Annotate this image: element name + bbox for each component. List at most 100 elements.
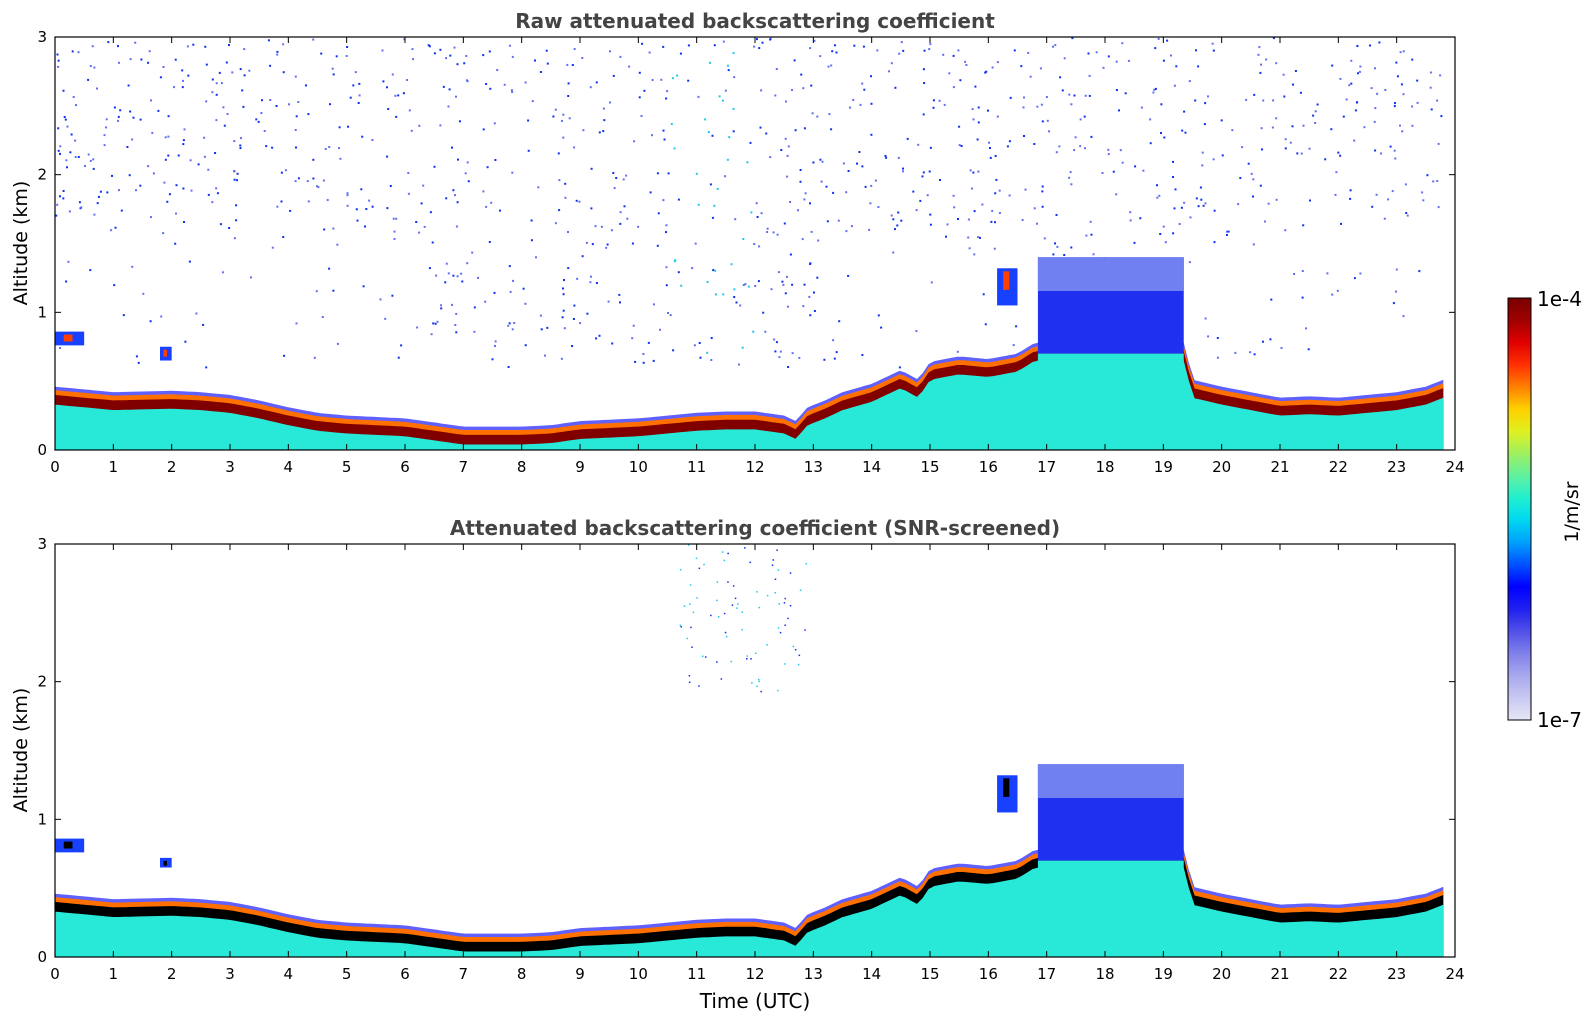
noise-pixel xyxy=(741,346,744,349)
x-tick-label: 15 xyxy=(920,965,939,983)
noise-pixel xyxy=(721,551,724,553)
noise-pixel xyxy=(774,350,777,353)
noise-pixel xyxy=(152,172,155,175)
noise-pixel xyxy=(1174,188,1177,191)
heatmap-area xyxy=(55,544,1444,957)
noise-pixel xyxy=(1411,124,1414,127)
snr-screened-panel: Attenuated backscattering coefficient (S… xyxy=(10,516,1465,1013)
noise-pixel xyxy=(1173,84,1176,87)
noise-pixel xyxy=(688,675,691,677)
noise-pixel xyxy=(766,231,769,233)
noise-pixel xyxy=(609,50,611,53)
noise-pixel xyxy=(728,136,731,139)
noise-pixel xyxy=(381,49,384,52)
noise-pixel xyxy=(129,58,132,61)
noise-pixel xyxy=(766,594,769,597)
noise-pixel xyxy=(897,211,900,214)
noise-pixel xyxy=(649,191,652,194)
noise-pixel xyxy=(686,637,689,640)
noise-pixel xyxy=(1152,91,1155,94)
noise-pixel xyxy=(522,287,525,290)
noise-pixel xyxy=(1253,93,1256,96)
noise-pixel xyxy=(1115,193,1118,196)
noise-pixel xyxy=(1178,223,1181,225)
noise-pixel xyxy=(985,70,988,73)
noise-pixel xyxy=(160,315,163,318)
noise-pixel xyxy=(1124,92,1127,95)
noise-pixel xyxy=(669,314,672,317)
noise-pixel xyxy=(456,275,459,278)
noise-pixel xyxy=(1040,103,1043,106)
noise-pixel xyxy=(1199,186,1202,189)
noise-pixel xyxy=(1112,170,1115,173)
noise-pixel xyxy=(1063,57,1066,60)
noise-pixel xyxy=(603,119,606,122)
noise-pixel xyxy=(1087,52,1090,55)
aerosol-layer-top xyxy=(1037,257,1184,291)
noise-pixel xyxy=(113,106,116,109)
noise-pixel xyxy=(612,172,615,174)
noise-pixel xyxy=(371,139,374,141)
noise-pixel xyxy=(394,94,397,97)
noise-pixel xyxy=(473,330,476,333)
noise-pixel xyxy=(972,118,975,121)
noise-pixel xyxy=(235,219,238,222)
noise-pixel xyxy=(150,216,152,219)
noise-pixel xyxy=(57,127,60,130)
noise-pixel xyxy=(202,323,205,326)
noise-pixel xyxy=(1437,206,1440,209)
raw-backscatter-panel: Raw attenuated backscattering coefficien… xyxy=(10,9,1465,476)
noise-pixel xyxy=(758,678,760,681)
noise-pixel xyxy=(1154,47,1157,50)
noise-pixel xyxy=(1055,214,1058,216)
noise-pixel xyxy=(78,201,81,204)
noise-pixel xyxy=(97,195,100,198)
noise-pixel xyxy=(1012,344,1015,347)
noise-pixel xyxy=(1395,61,1398,64)
noise-pixel xyxy=(902,167,904,170)
x-tick-label: 17 xyxy=(1037,965,1056,983)
noise-pixel xyxy=(135,355,138,358)
noise-pixel xyxy=(117,45,119,48)
noise-pixel xyxy=(395,115,398,118)
y-axis-label: Altitude (km) xyxy=(10,688,32,813)
noise-pixel xyxy=(989,156,992,159)
noise-pixel xyxy=(762,311,765,314)
noise-pixel xyxy=(75,104,77,107)
noise-pixel xyxy=(132,116,135,119)
noise-pixel xyxy=(105,118,108,121)
noise-pixel xyxy=(813,310,816,312)
noise-pixel xyxy=(1134,165,1137,168)
noise-pixel xyxy=(184,340,187,343)
noise-pixel xyxy=(1153,88,1156,91)
noise-pixel xyxy=(959,79,962,82)
y-axis: 0 1 2 3 xyxy=(37,535,1455,966)
noise-pixel xyxy=(1262,99,1265,102)
noise-pixel xyxy=(1402,315,1405,318)
noise-pixel xyxy=(1349,197,1352,200)
noise-pixel xyxy=(813,39,816,42)
noise-pixel xyxy=(1440,115,1443,118)
noise-pixel xyxy=(561,316,564,319)
noise-pixel xyxy=(651,79,654,81)
noise-pixel xyxy=(321,316,324,318)
noise-pixel xyxy=(777,271,780,274)
noise-pixel xyxy=(733,296,736,298)
noise-pixel xyxy=(786,175,789,178)
noise-pixel xyxy=(691,267,694,270)
noise-pixel xyxy=(307,200,310,203)
noise-pixel xyxy=(1162,225,1165,228)
aerosol-layer-top xyxy=(1037,764,1184,798)
noise-pixel xyxy=(691,646,693,648)
noise-pixel xyxy=(1127,59,1130,62)
noise-pixel xyxy=(276,50,279,53)
noise-pixel xyxy=(92,167,95,170)
noise-pixel xyxy=(1041,185,1044,188)
noise-pixel xyxy=(220,82,223,85)
x-tick-label: 7 xyxy=(459,458,469,476)
noise-pixel xyxy=(775,68,778,70)
noise-pixel xyxy=(1089,220,1092,223)
noise-pixel xyxy=(129,110,132,113)
noise-pixel xyxy=(225,61,228,64)
noise-pixel xyxy=(968,247,971,250)
